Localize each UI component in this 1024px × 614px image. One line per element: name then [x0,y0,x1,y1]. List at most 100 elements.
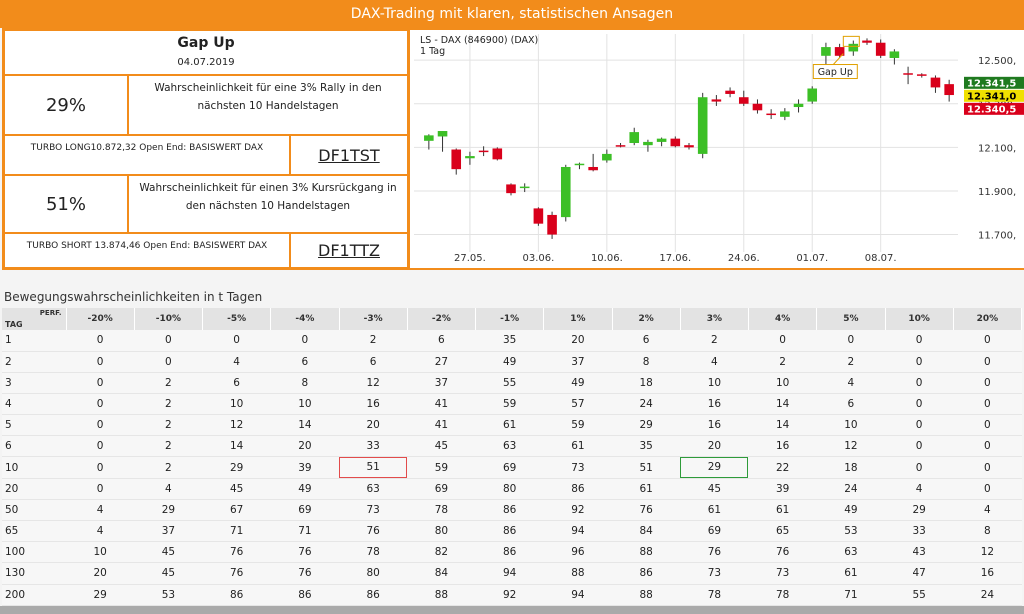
probability-cell: 45 [134,562,203,585]
probability-cell: 86 [475,541,544,564]
probability-cell: 16 [953,562,1022,585]
table-title: Bewegungswahrscheinlichkeiten in t Tagen [4,290,263,304]
probability-cell: 0 [134,351,203,373]
probability-cell: 57 [543,393,612,415]
x-tick-label: 01.07. [796,253,828,264]
price-tag [964,89,1024,102]
probability-cell: 6 [612,330,681,352]
turbo-short-code-link[interactable]: DF1TTZ [290,233,408,268]
probability-cell: 80 [407,520,476,543]
probability-cell: 76 [339,520,408,543]
row-days-cell: 4 [2,393,66,415]
probability-cell: 61 [816,562,885,585]
table-row: 6 0 2 14 20 33 45 63 61 35 20 16 12 0 0 [2,435,1022,458]
probability-cell: 94 [543,584,612,606]
probability-cell: 6 [202,372,271,394]
probability-cell: 69 [270,499,339,522]
probability-cell: 63 [339,478,408,501]
probability-cell: 80 [339,562,408,585]
candle-body [629,132,640,143]
turbo-long-code-link[interactable]: DF1TST [290,135,408,175]
x-tick-label: 03.06. [522,253,554,264]
column-header: 20% [953,308,1023,330]
candle-body [930,77,941,88]
probability-cell: 2 [748,351,817,373]
signal-header: Gap Up 04.07.2019 [4,30,408,75]
probability-cell: 45 [680,478,749,501]
probability-cell: 2 [134,414,203,436]
candle-body [506,184,516,194]
probability-cell: 76 [612,499,681,522]
turbo-long-label: TURBO LONG10.872,32 Open End: BASISWERT … [4,135,290,175]
candle-body [821,47,831,56]
probability-cell: 45 [134,541,203,564]
probability-cell: 2 [134,435,203,458]
probability-cell: 86 [543,478,612,501]
candle-body [602,153,612,161]
table-row: 3 0 2 6 8 12 37 55 49 18 10 10 4 0 0 [2,372,1022,394]
candle-body [684,145,694,148]
probability-cell: 45 [407,435,476,458]
column-header: -2% [407,308,477,330]
column-header: 2% [612,308,681,330]
gap-marker-box [842,35,860,47]
probability-cell: 86 [475,520,544,543]
probability-cell: 16 [680,393,749,415]
probability-cell: 6 [270,351,339,373]
candlestick-chart: 11.700,11.900,12.100,12.300,12.500,27.05… [414,34,1024,264]
probability-cell: 6 [816,393,885,415]
probability-cell: 61 [475,414,544,436]
column-header: 3% [680,308,750,330]
probability-cell: 59 [407,456,476,480]
probability-cell: 12 [816,435,885,458]
page-banner: DAX-Trading mit klaren, statistischen An… [0,0,1024,28]
candle-body [465,156,475,159]
signal-date: 04.07.2019 [177,57,235,68]
probability-cell: 73 [543,456,612,480]
probability-cell: 24 [816,478,885,501]
probability-cell: 49 [543,372,612,394]
price-tag-label: 12.340,5 [967,104,1016,115]
row-days-cell: 130 [2,562,66,585]
gap-annotation-label: Gap Up [818,67,853,78]
probability-cell: 0 [66,456,135,480]
gap-label-box [812,64,858,80]
probability-cell: 71 [816,584,885,606]
y-tick-label: 11.900, [978,187,1016,198]
probability-cell: 49 [270,478,339,501]
row-days-cell: 6 [2,435,66,458]
candle-body [560,166,571,218]
highlighted-cell: 29 [680,456,749,480]
probability-cell: 4 [134,478,203,501]
probability-cell: 20 [66,562,135,585]
probability-cell: 37 [543,351,612,373]
probability-cell: 41 [407,414,476,436]
candle-body [780,111,790,117]
probability-cell: 10 [680,372,749,394]
candle-body [752,103,763,111]
gap-leader-line [832,53,844,65]
bottom-scroll-bar[interactable] [0,606,1024,614]
probability-cell: 29 [885,499,954,522]
probability-cell: 0 [816,330,885,352]
probability-cell: 0 [953,478,1022,501]
highlighted-value: 29 [680,457,749,479]
table-row: 10 0 2 29 39 51 59 69 73 51 29 22 18 0 0 [2,456,1022,480]
column-header: 5% [816,308,886,330]
probability-cell: 0 [66,351,135,373]
probability-cell: 47 [885,562,954,585]
probability-cell: 4 [680,351,749,373]
row-days-cell: 20 [2,478,66,501]
probability-cell: 73 [680,562,749,585]
probability-cell: 65 [748,520,817,543]
probability-cell: 2 [816,351,885,373]
probability-cell: 14 [748,414,817,436]
probability-cell: 84 [612,520,681,543]
table-row: 65 4 37 71 71 76 80 86 94 84 69 65 53 33 8 [2,520,1022,543]
probability-cell: 8 [270,372,339,394]
probability-cell: 49 [816,499,885,522]
probability-cell: 6 [339,351,408,373]
column-header: -20% [66,308,135,330]
probability-cell: 45 [202,478,271,501]
probability-cell: 88 [612,541,681,564]
